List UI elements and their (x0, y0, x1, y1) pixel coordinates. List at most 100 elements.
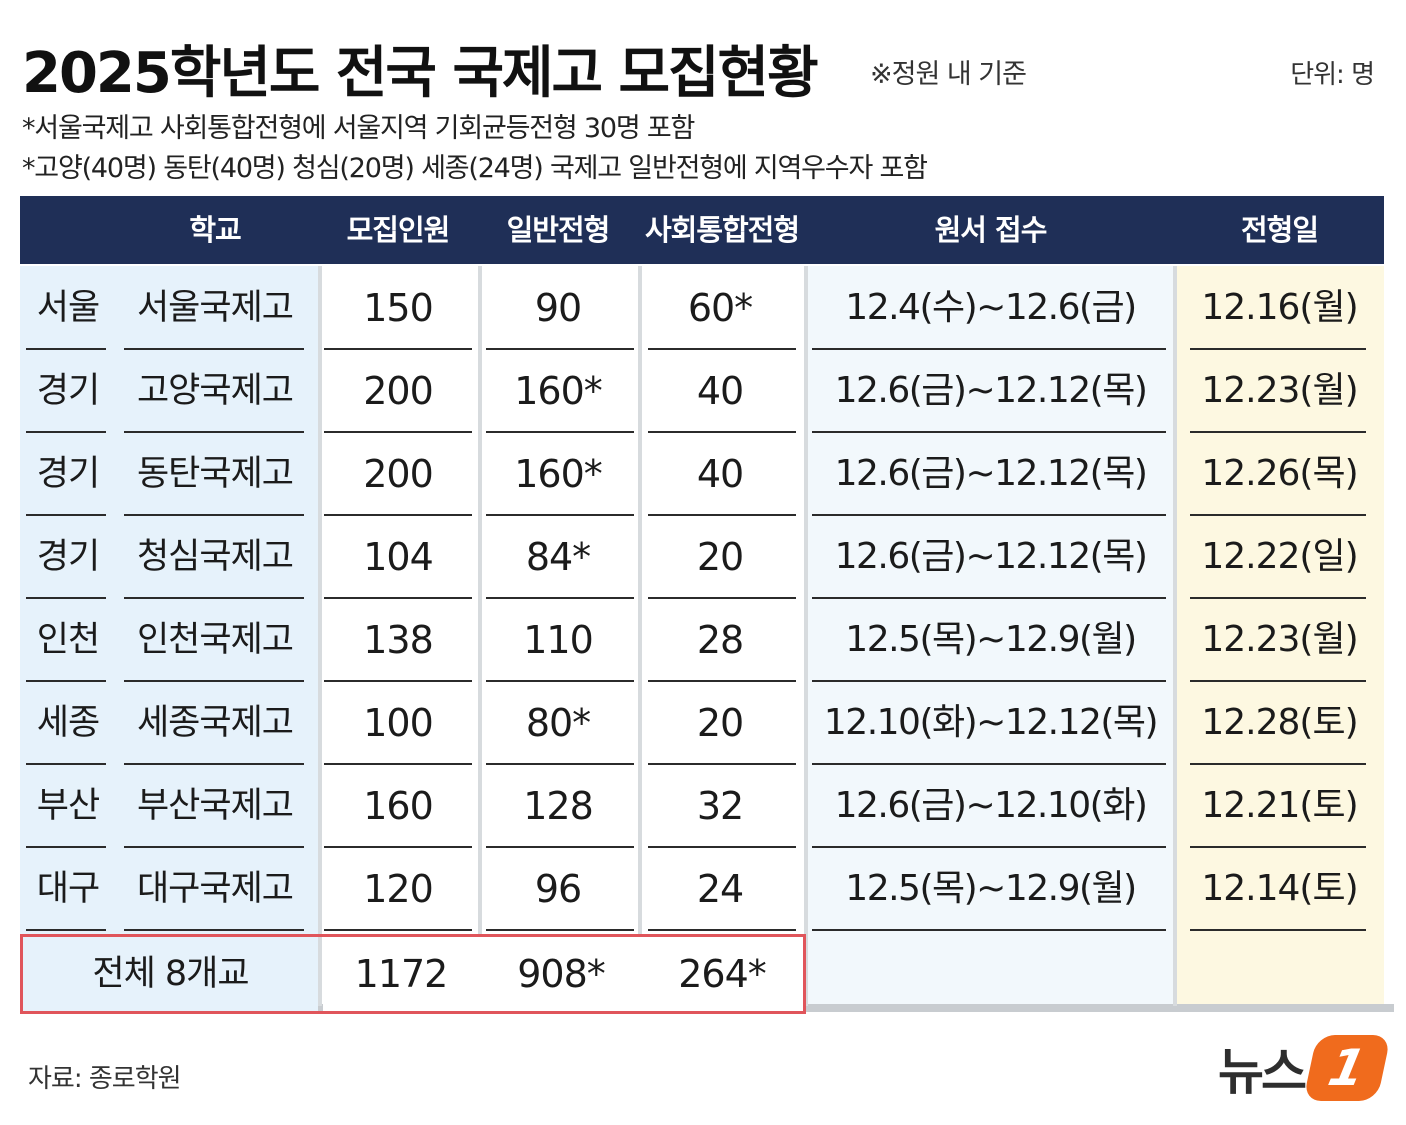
table-row: 서울 서울국제고 150 90 60* 12.4(수)~12.6(금) 12.16(월) (20, 268, 1384, 351)
cell-general: 110 (523, 618, 594, 662)
cell-general: 160* (514, 369, 603, 413)
row-rule (812, 929, 1166, 931)
column-divider (478, 266, 482, 1006)
row-rule (124, 763, 304, 765)
table-row: 대구 대구국제고 120 96 24 12.5(목)~12.9(월) 12.14(토) (20, 849, 1384, 932)
row-rule (812, 431, 1166, 433)
table-row: 세종 세종국제고 100 80* 20 12.10(화)~12.12(목) 12.28(토) (20, 683, 1384, 766)
column-divider (1173, 266, 1177, 1006)
row-rule (648, 763, 796, 765)
cell-exam: 12.21(토) (1201, 785, 1358, 826)
cell-exam: 12.16(월) (1201, 287, 1358, 328)
row-rule (26, 680, 106, 682)
cell-school: 부산국제고 (136, 786, 294, 826)
logo-mark-text: 1 (1323, 1039, 1371, 1097)
row-rule (812, 680, 1166, 682)
summary-row: 전체 8개교 1172 908* 264* (20, 934, 806, 1014)
table-row: 경기 동탄국제고 200 160* 40 12.6(금)~12.12(목) 12.26(목) (20, 434, 1384, 517)
cell-total: 104 (363, 535, 434, 579)
cell-general: 160* (514, 452, 603, 496)
table-header: 학교 모집인원 일반전형 사회통합전형 원서 접수 전형일 (20, 196, 1384, 264)
cell-social: 60* (687, 286, 753, 330)
row-rule (1190, 763, 1366, 765)
row-rule (1190, 680, 1366, 682)
summary-values-background (323, 937, 803, 1011)
cell-total: 100 (363, 701, 434, 745)
row-rule (124, 929, 304, 931)
cell-application: 12.6(금)~12.12(목) (834, 370, 1148, 411)
cell-school: 청심국제고 (136, 537, 294, 577)
cell-total: 200 (363, 369, 434, 413)
cell-school: 대구국제고 (136, 869, 294, 909)
row-rule (324, 680, 472, 682)
cell-application: 12.4(수)~12.6(금) (845, 287, 1137, 328)
cell-school: 인천국제고 (136, 620, 294, 660)
row-rule (1190, 514, 1366, 516)
row-rule (26, 514, 106, 516)
application-column-background (808, 266, 1173, 1006)
left-column-background (20, 266, 318, 1006)
row-rule (486, 597, 634, 599)
cell-application: 12.6(금)~12.12(목) (834, 453, 1148, 494)
table-row: 부산 부산국제고 160 128 32 12.6(금)~12.10(화) 12.21(토) (20, 766, 1384, 849)
row-rule (1190, 929, 1366, 931)
cell-total: 160 (363, 784, 434, 828)
cell-general: 128 (523, 784, 594, 828)
row-rule (26, 431, 106, 433)
cell-application: 12.10(화)~12.12(목) (823, 702, 1159, 743)
cell-exam: 12.28(토) (1201, 702, 1358, 743)
cell-region: 경기 (36, 454, 100, 494)
cell-region: 서울 (36, 288, 100, 328)
header-application: 원서 접수 (934, 213, 1048, 247)
row-rule (648, 929, 796, 931)
row-rule (324, 763, 472, 765)
page-title: 2025학년도 전국 국제고 모집현황 (22, 41, 819, 106)
row-rule (26, 348, 106, 350)
cell-region: 인천 (36, 620, 100, 660)
recruitment-table: 학교 모집인원 일반전형 사회통합전형 원서 접수 전형일 서울 서울국제고 150… (20, 196, 1394, 1014)
row-rule (26, 763, 106, 765)
logo-text: 뉴스 (1218, 1043, 1307, 1101)
row-rule (124, 846, 304, 848)
exam-column-background (1175, 266, 1384, 1006)
row-rule (124, 431, 304, 433)
row-rule (812, 348, 1166, 350)
row-rule (486, 514, 634, 516)
logo-mark: 1 (1302, 1035, 1392, 1101)
cell-social: 20 (696, 535, 744, 579)
row-rule (486, 348, 634, 350)
header-social: 사회통합전형 (644, 213, 800, 247)
row-rule (812, 514, 1166, 516)
row-rule (324, 514, 472, 516)
unit-label: 단위: 명 (1290, 60, 1375, 90)
cell-general: 84* (525, 535, 591, 579)
header-school: 학교 (189, 213, 241, 247)
row-rule (26, 846, 106, 848)
row-rule (486, 680, 634, 682)
row-rule (648, 348, 796, 350)
summary-label: 전체 8개교 (92, 954, 249, 994)
table-row: 인천 인천국제고 138 110 28 12.5(목)~12.9(월) 12.23(월) (20, 600, 1384, 683)
source-credit: 자료: 종로학원 (28, 1064, 182, 1094)
row-rule (1190, 348, 1366, 350)
cell-exam: 12.23(월) (1201, 619, 1358, 660)
summary-label-background (23, 937, 318, 1011)
cell-region: 부산 (36, 786, 100, 826)
row-rule (486, 763, 634, 765)
row-rule (1190, 431, 1366, 433)
cell-application: 12.6(금)~12.12(목) (834, 536, 1148, 577)
cell-social: 40 (696, 369, 744, 413)
row-rule (324, 929, 472, 931)
row-rule (124, 597, 304, 599)
cell-region: 세종 (36, 703, 100, 743)
cell-general: 96 (534, 867, 582, 911)
note-1: *서울국제고 사회통합전형에 서울지역 기회균등전형 30명 포함 (22, 113, 695, 144)
cell-region: 경기 (36, 537, 100, 577)
cell-total: 200 (363, 452, 434, 496)
row-rule (648, 846, 796, 848)
subtitle: ※정원 내 기준 (870, 59, 1027, 90)
summary-total: 1172 (354, 952, 449, 996)
row-rule (324, 597, 472, 599)
row-rule (812, 763, 1166, 765)
cell-social: 28 (696, 618, 744, 662)
